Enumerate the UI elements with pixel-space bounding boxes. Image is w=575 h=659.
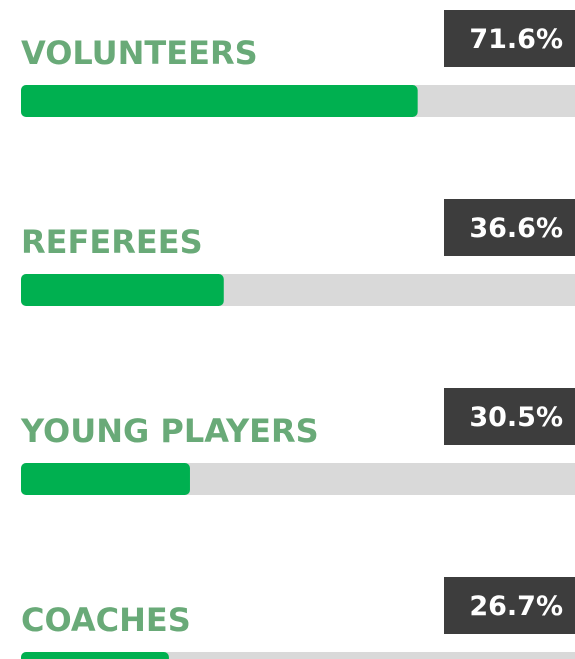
value-badge bbox=[444, 10, 575, 67]
value-badge bbox=[444, 388, 575, 445]
value-label: 26.7% bbox=[469, 591, 563, 622]
category-label: VOLUNTEERS bbox=[21, 34, 258, 72]
bar bbox=[21, 652, 169, 659]
bar bbox=[21, 85, 418, 117]
category-label: REFEREES bbox=[21, 223, 203, 261]
value-badge bbox=[444, 199, 575, 256]
category-label: YOUNG PLAYERS bbox=[20, 412, 319, 450]
value-badge bbox=[444, 577, 575, 634]
category-label: COACHES bbox=[21, 601, 191, 639]
value-label: 71.6% bbox=[469, 24, 563, 55]
bar bbox=[21, 463, 190, 495]
bar bbox=[21, 274, 224, 306]
value-label: 30.5% bbox=[469, 402, 563, 433]
value-label: 36.6% bbox=[469, 213, 563, 244]
